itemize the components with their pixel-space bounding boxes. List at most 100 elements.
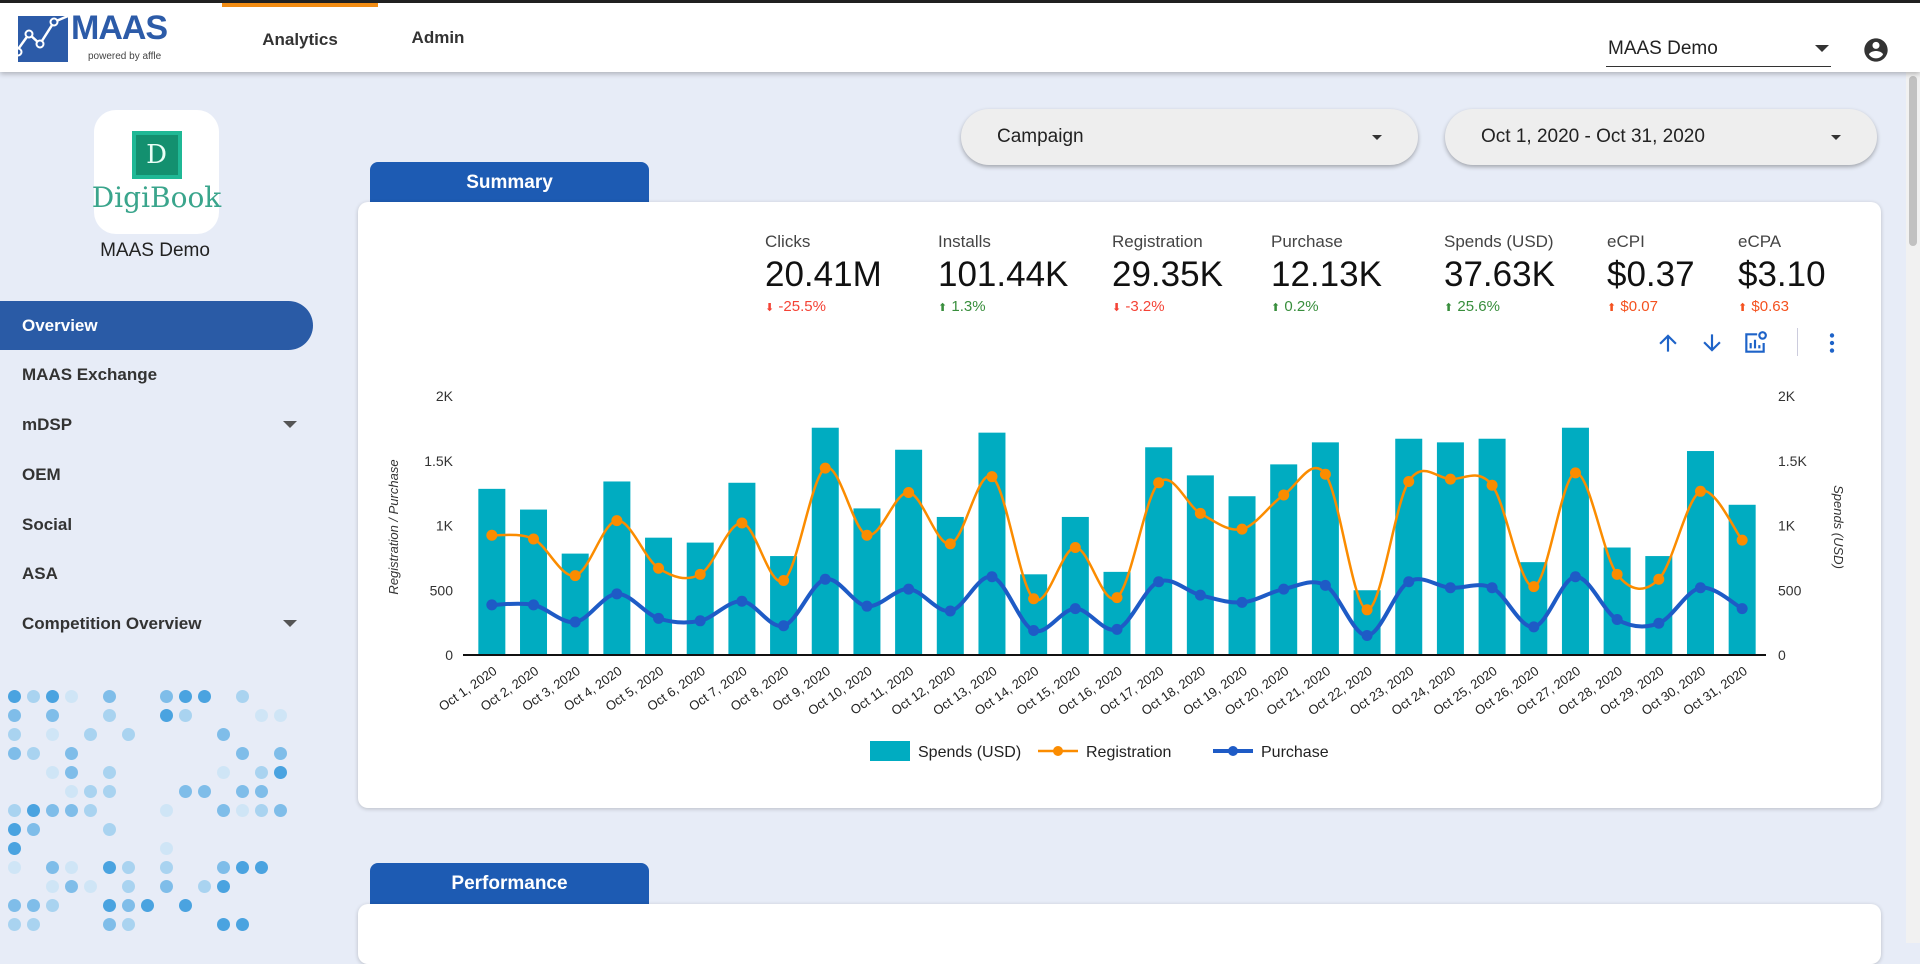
decorative-dot (122, 880, 135, 893)
kpi-delta: -25.5% (778, 298, 826, 315)
bar-spends (1603, 547, 1631, 655)
summary-title: Summary (466, 171, 553, 193)
decorative-dot (236, 918, 249, 931)
point-registration (778, 575, 790, 587)
decorative-dot (27, 823, 40, 836)
tab-admin[interactable]: Admin (378, 3, 498, 72)
kpi-value: $0.37 (1607, 255, 1695, 294)
decorative-dot (84, 880, 97, 893)
point-registration (819, 462, 831, 474)
sidebar-item-social[interactable]: Social (0, 500, 313, 549)
decorative-dot (103, 823, 116, 836)
point-registration (736, 517, 748, 529)
point-purchase (778, 620, 790, 632)
point-registration (528, 533, 540, 545)
performance-section-tab: Performance (370, 863, 649, 904)
sidebar-item-competition-overview[interactable]: Competition Overview (0, 599, 313, 648)
client-name: MAAS Demo (100, 240, 210, 261)
decorative-dot (46, 861, 59, 874)
decorative-dot (8, 747, 21, 760)
kpi-delta: 1.3% (951, 298, 986, 315)
decorative-dot (160, 880, 173, 893)
point-registration (1736, 534, 1748, 546)
decorative-dot (27, 899, 40, 912)
point-purchase (861, 600, 873, 612)
bar-spends (686, 542, 714, 655)
decorative-dot (198, 690, 211, 703)
legend-label-spends: Spends (USD) (918, 744, 1021, 761)
more-vert-icon[interactable] (1819, 330, 1845, 356)
bar-spends (1061, 516, 1089, 655)
decorative-dot (179, 709, 192, 722)
y-tick-left: 2K (436, 388, 454, 404)
point-registration (694, 568, 706, 580)
y-tick-right: 500 (1778, 582, 1802, 598)
decorative-dot (8, 861, 21, 874)
decorative-dot (65, 747, 78, 760)
y-tick-left: 500 (430, 582, 454, 598)
point-registration (1153, 477, 1165, 489)
legend-label-registration: Registration (1086, 744, 1171, 761)
bar-spends (1020, 574, 1048, 655)
point-registration (986, 471, 998, 483)
decorative-dot (46, 804, 59, 817)
scrollbar[interactable] (1906, 72, 1920, 943)
kpi-delta: $0.63 (1751, 298, 1789, 315)
point-registration (1111, 592, 1123, 604)
app-logo-letter: D (135, 134, 178, 175)
decorative-dot (46, 766, 59, 779)
caret-down-icon (283, 620, 297, 627)
arrow-down-icon[interactable] (1699, 330, 1725, 356)
legend-label-purchase: Purchase (1261, 744, 1329, 761)
bar-spends (1103, 571, 1131, 655)
decorative-dot (27, 918, 40, 931)
maas-logo[interactable]: MAAS powered by affle (13, 9, 188, 63)
app-header: MAAS powered by affle Analytics Admin MA… (0, 3, 1920, 72)
sidebar-item-overview[interactable]: Overview (0, 301, 313, 350)
point-purchase (1653, 617, 1665, 629)
campaign-dropdown[interactable]: Campaign (961, 109, 1418, 165)
date-range-dropdown[interactable]: Oct 1, 2020 - Oct 31, 2020 (1445, 109, 1877, 165)
decorative-dot (179, 690, 192, 703)
tab-analytics[interactable]: Analytics (222, 3, 378, 72)
y-tick-left: 1K (436, 518, 454, 534)
decorative-dot (236, 785, 249, 798)
logo-text: MAAS (71, 9, 168, 47)
y-axis-title-left: Registration / Purchase (386, 459, 401, 594)
account-select[interactable]: MAAS Demo (1606, 31, 1831, 67)
sidebar-item-label: mDSP (22, 414, 73, 434)
decorative-dot (46, 690, 59, 703)
point-registration (1694, 485, 1706, 497)
sidebar-item-label: Overview (22, 315, 98, 335)
decorative-dot (217, 880, 230, 893)
sidebar-item-oem[interactable]: OEM (0, 450, 313, 499)
point-registration (1028, 593, 1040, 605)
decorative-dot (160, 842, 173, 855)
point-registration (1278, 489, 1290, 501)
chart-settings-icon[interactable] (1742, 330, 1768, 356)
point-registration (1403, 475, 1415, 487)
trend-down-icon: ⬇ (765, 302, 775, 314)
kpi-delta: -3.2% (1125, 298, 1165, 315)
decorative-dot (255, 766, 268, 779)
legend-marker-registration (1053, 746, 1063, 756)
bar-spends (1395, 438, 1423, 655)
sidebar-item-maas-exchange[interactable]: MAAS Exchange (0, 350, 313, 399)
sidebar-item-asa[interactable]: ASA (0, 549, 313, 598)
decorative-dot (236, 747, 249, 760)
account-circle-icon[interactable] (1862, 36, 1890, 64)
point-registration (1528, 581, 1540, 593)
point-purchase (653, 612, 665, 624)
sidebar-item-label: MAAS Exchange (22, 364, 158, 384)
decorative-dot (160, 690, 173, 703)
caret-down-icon (283, 421, 297, 428)
sidebar-item-label: OEM (22, 464, 61, 484)
kpi-value: 37.63K (1444, 255, 1555, 294)
decorative-dot (103, 766, 116, 779)
arrow-up-icon[interactable] (1655, 330, 1681, 356)
decorative-dot (274, 804, 287, 817)
sidebar-item-mdsp[interactable]: mDSP (0, 400, 313, 449)
decorative-dot (103, 785, 116, 798)
decorative-dot (198, 785, 211, 798)
scrollbar-thumb[interactable] (1909, 76, 1917, 246)
